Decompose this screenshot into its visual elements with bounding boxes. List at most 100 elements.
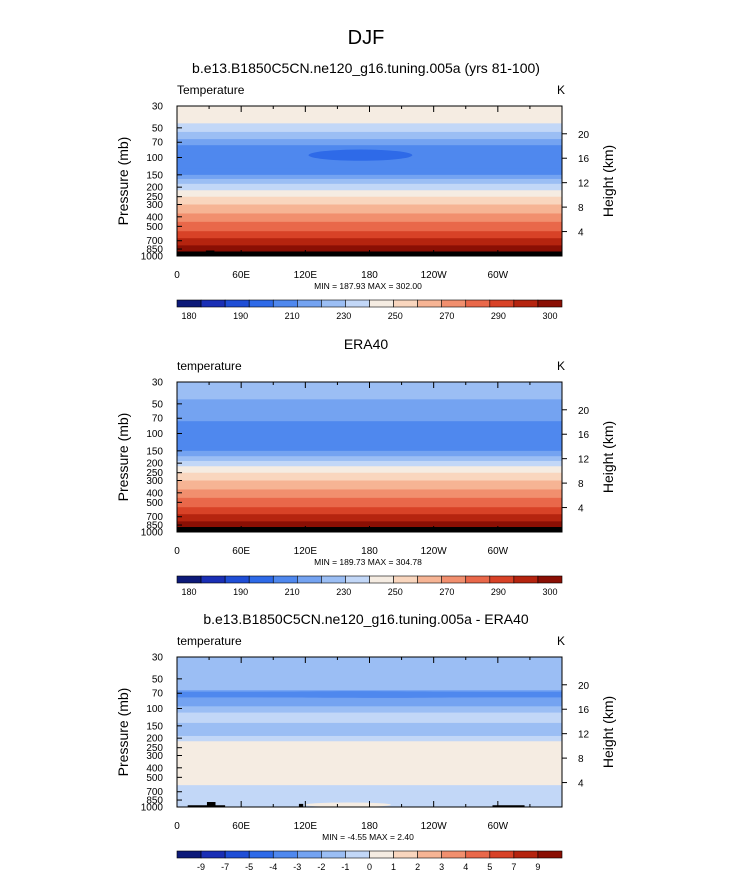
y-tick-label: 250 [146, 743, 163, 754]
colorbar-swatch [248, 575, 274, 584]
contour-band [177, 446, 562, 452]
x-tick-label: 60E [232, 546, 250, 557]
units-label: K [557, 634, 565, 648]
colorbar-swatch [417, 850, 442, 859]
y2-tick-label: 16 [578, 430, 590, 441]
y-tick-label: 150 [146, 170, 163, 181]
y-axis-label: Pressure (mb) [115, 413, 131, 502]
x-tick-label: 0 [174, 821, 180, 832]
figure-title: DJF [348, 27, 385, 49]
contour-feature [305, 802, 391, 808]
colorbar-swatch [297, 575, 322, 584]
contour-band [177, 183, 562, 191]
y-tick-label: 200 [146, 459, 163, 470]
panel-difference-temperature: b.e13.B1850C5CN.ne120_g16.tuning.005a - … [115, 611, 616, 872]
terrain-mask [298, 803, 304, 807]
variable-label: Temperature [177, 83, 245, 97]
contour-band [177, 231, 562, 239]
variable-label: temperature [177, 634, 242, 648]
colorbar-swatch [513, 575, 539, 584]
contour-band [177, 245, 562, 252]
terrain-mask [187, 805, 226, 807]
colorbar-label: 270 [439, 311, 454, 321]
y-tick-label: 400 [146, 488, 163, 499]
y-tick-label: 700 [146, 512, 163, 523]
contour-band [177, 722, 562, 737]
colorbar-label: 9 [535, 862, 540, 872]
y2-tick-label: 20 [578, 681, 590, 692]
colorbar-swatch [272, 575, 298, 584]
contour-band [177, 139, 562, 146]
y-tick-label: 250 [146, 192, 163, 203]
contour-band [177, 514, 562, 522]
colorbar-swatch [321, 850, 346, 859]
y-tick-label: 70 [152, 414, 164, 425]
colorbar-swatch [321, 575, 346, 584]
x-tick-label: 120E [294, 546, 318, 557]
contour-band [177, 472, 562, 481]
panel-title: b.e13.B1850C5CN.ne120_g16.tuning.005a - … [203, 611, 529, 627]
y-tick-label: 300 [146, 751, 163, 762]
min-max-stats: MIN = -4.55 MAX = 2.40 [322, 832, 414, 842]
panel-title: ERA40 [344, 336, 389, 352]
min-max-stats: MIN = 189.73 MAX = 304.78 [314, 557, 422, 567]
colorbar-swatch [393, 850, 418, 859]
x-tick-label: 120W [421, 546, 448, 557]
contour-band [177, 190, 562, 198]
x-tick-label: 60W [488, 270, 509, 281]
contour-band [177, 466, 562, 474]
colorbar-label: 250 [388, 587, 403, 597]
y-tick-label: 150 [146, 446, 163, 457]
x-tick-label: 120E [294, 821, 318, 832]
colorbar-swatch [369, 850, 394, 859]
y-tick-label: 250 [146, 468, 163, 479]
contour-band [177, 421, 562, 447]
y-tick-label: 300 [146, 200, 163, 211]
contour-band [177, 204, 562, 214]
contour-band [177, 779, 562, 786]
contour-band [177, 238, 562, 246]
x-tick-label: 180 [361, 821, 378, 832]
colorbar-swatch [297, 299, 322, 308]
contour-feature [203, 742, 445, 783]
y-tick-label: 50 [152, 399, 164, 410]
y-tick-label: 200 [146, 183, 163, 194]
y-tick-label: 50 [152, 123, 164, 134]
y2-tick-label: 12 [578, 730, 590, 741]
colorbar-swatch [200, 575, 226, 584]
y-tick-label: 100 [146, 153, 163, 164]
colorbar-swatch [200, 850, 226, 859]
colorbar-label: -9 [197, 862, 205, 872]
colorbar-swatch [417, 575, 442, 584]
y-tick-label: 1000 [141, 252, 164, 263]
colorbar-swatch [537, 850, 563, 859]
contour-band [177, 131, 562, 140]
variable-label: temperature [177, 359, 242, 373]
colorbar-swatch [369, 575, 394, 584]
y2-tick-label: 4 [578, 504, 584, 515]
y2-tick-label: 16 [578, 154, 590, 165]
colorbar-swatch [224, 575, 250, 584]
colorbar-swatch [369, 299, 394, 308]
colorbar-swatch [441, 299, 467, 308]
y-tick-label: 500 [146, 222, 163, 233]
colorbar-label: 290 [491, 587, 506, 597]
y-tick-label: 100 [146, 704, 163, 715]
colorbar-label: 0 [367, 862, 372, 872]
colorbar-swatch [321, 299, 346, 308]
colorbar-swatch [537, 575, 563, 584]
colorbar-swatch [441, 850, 467, 859]
y-tick-label: 1000 [141, 803, 164, 814]
y2-axis-label: Height (km) [600, 696, 616, 768]
contour-band [177, 415, 562, 422]
colorbar-swatch [248, 299, 274, 308]
y2-tick-label: 12 [578, 179, 590, 190]
colorbar-label: 7 [511, 862, 516, 872]
colorbar-label: 250 [388, 311, 403, 321]
colorbar-label: 300 [542, 311, 557, 321]
y-axis-label: Pressure (mb) [115, 137, 131, 226]
colorbar-label: 3 [439, 862, 444, 872]
contour-band [177, 221, 562, 232]
x-tick-label: 60W [488, 546, 509, 557]
